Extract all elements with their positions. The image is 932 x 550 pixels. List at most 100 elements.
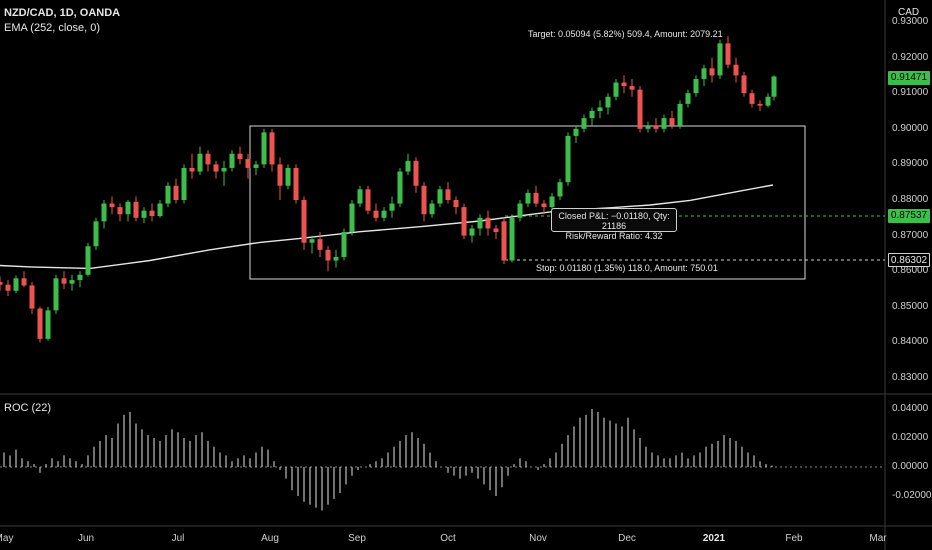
- candle-body: [549, 196, 555, 208]
- candle-body: [293, 167, 299, 200]
- candle-body: [93, 221, 99, 247]
- price-tick-label: 0.89000: [892, 158, 929, 170]
- candle-body: [77, 274, 83, 281]
- candle-body: [141, 210, 147, 218]
- pnl-line: Closed P&L: −0.01180, Qty: 21186: [558, 211, 670, 231]
- candle-body: [109, 203, 115, 208]
- time-tick-label: Jun: [77, 533, 95, 544]
- candle-body: [597, 107, 603, 111]
- candle-body: [189, 167, 195, 172]
- candle-body: [181, 167, 187, 200]
- candle-body: [277, 164, 283, 186]
- candle-body: [413, 160, 419, 186]
- candle-body: [325, 249, 331, 261]
- candle-body: [333, 256, 339, 261]
- time-tick-label: May: [0, 533, 14, 544]
- candle-body: [541, 203, 547, 208]
- candle-body: [661, 118, 667, 129]
- roc-tick-label: 0.04000: [892, 403, 929, 414]
- candle-body: [741, 75, 747, 94]
- candle-body: [133, 201, 139, 218]
- candle-body: [621, 82, 627, 87]
- candle-body: [61, 278, 67, 284]
- time-tick-label: Oct: [440, 533, 456, 544]
- price-tick-label: 0.86000: [892, 265, 929, 277]
- candle-body: [605, 96, 611, 108]
- candle-body: [37, 308, 43, 339]
- price-tick-label: 0.93000: [892, 16, 929, 27]
- candle-body: [149, 210, 155, 217]
- candle-body: [349, 203, 355, 233]
- candle-body: [317, 239, 323, 250]
- candle-body: [125, 201, 131, 215]
- candle-body: [205, 153, 211, 165]
- candle-body: [445, 189, 451, 200]
- price-tick-label: 0.85000: [892, 300, 929, 312]
- candle-body: [301, 200, 307, 243]
- candle-body: [469, 228, 475, 236]
- candle-body: [237, 153, 243, 160]
- candle-body: [493, 228, 499, 233]
- candle-body: [389, 203, 395, 211]
- candle-body: [669, 118, 675, 126]
- price-tick-label: 0.87000: [892, 229, 929, 241]
- candle-body: [453, 200, 459, 208]
- candle-body: [69, 280, 75, 284]
- candle-body: [117, 207, 123, 215]
- candle-body: [557, 182, 563, 197]
- last-price-tag: 0.91471: [888, 71, 930, 85]
- candle-body: [629, 86, 635, 90]
- candle-body: [285, 167, 291, 186]
- candle-body: [477, 217, 483, 229]
- candle-body: [21, 278, 27, 286]
- roc-tick-label: -0.02000: [892, 490, 932, 501]
- candle-body: [525, 192, 531, 204]
- candle-body: [421, 185, 427, 215]
- time-tick-label: Mar: [869, 533, 887, 544]
- candle-body: [229, 153, 235, 168]
- candle-body: [157, 203, 163, 217]
- candle-body: [733, 64, 739, 76]
- candle-body: [5, 284, 11, 291]
- candle-body: [645, 125, 651, 129]
- candle-body: [221, 167, 227, 172]
- time-tick-label: Aug: [261, 533, 279, 544]
- candle-body: [101, 203, 107, 222]
- candle-body: [405, 160, 411, 172]
- candle-body: [581, 118, 587, 129]
- currency-label: CAD: [898, 7, 920, 18]
- time-tick-label: Jul: [171, 533, 185, 544]
- price-tick-label: 0.83000: [892, 372, 929, 383]
- candle-body: [85, 246, 91, 275]
- price-tick-label: 0.92000: [892, 51, 929, 63]
- stop-price-tag: 0.86302: [888, 253, 930, 267]
- pnl-box[interactable]: Closed P&L: −0.01180, Qty: 21186 Risk/Re…: [551, 208, 677, 241]
- roc-legend[interactable]: ROC (22): [4, 402, 52, 414]
- candle-body: [429, 203, 435, 215]
- candle-body: [341, 232, 347, 257]
- candle-body: [29, 285, 35, 309]
- stop-note: Stop: 0.01180 (1.35%) 118.0, Amount: 750…: [536, 263, 718, 273]
- candle-body: [517, 203, 523, 218]
- candle-body: [533, 192, 539, 204]
- indicator-legend[interactable]: EMA (252, close, 0): [4, 22, 100, 34]
- candle-body: [13, 278, 19, 291]
- candle-body: [461, 207, 467, 236]
- symbol-title: NZD/CAD, 1D, OANDA: [4, 7, 121, 19]
- candle-body: [653, 125, 659, 129]
- candle-body: [709, 68, 715, 76]
- time-tick-label: Sep: [348, 533, 366, 544]
- candle-body: [509, 217, 515, 261]
- candle-body: [45, 310, 51, 339]
- candle-body: [771, 76, 777, 97]
- price-tick-label: 0.90000: [892, 122, 929, 134]
- candle-body: [213, 164, 219, 172]
- candle-body: [693, 78, 699, 94]
- candle-body: [613, 82, 619, 97]
- price-tick-label: 0.84000: [892, 336, 929, 348]
- range-box: [249, 125, 806, 280]
- candle-body: [685, 93, 691, 104]
- candle-body: [381, 210, 387, 218]
